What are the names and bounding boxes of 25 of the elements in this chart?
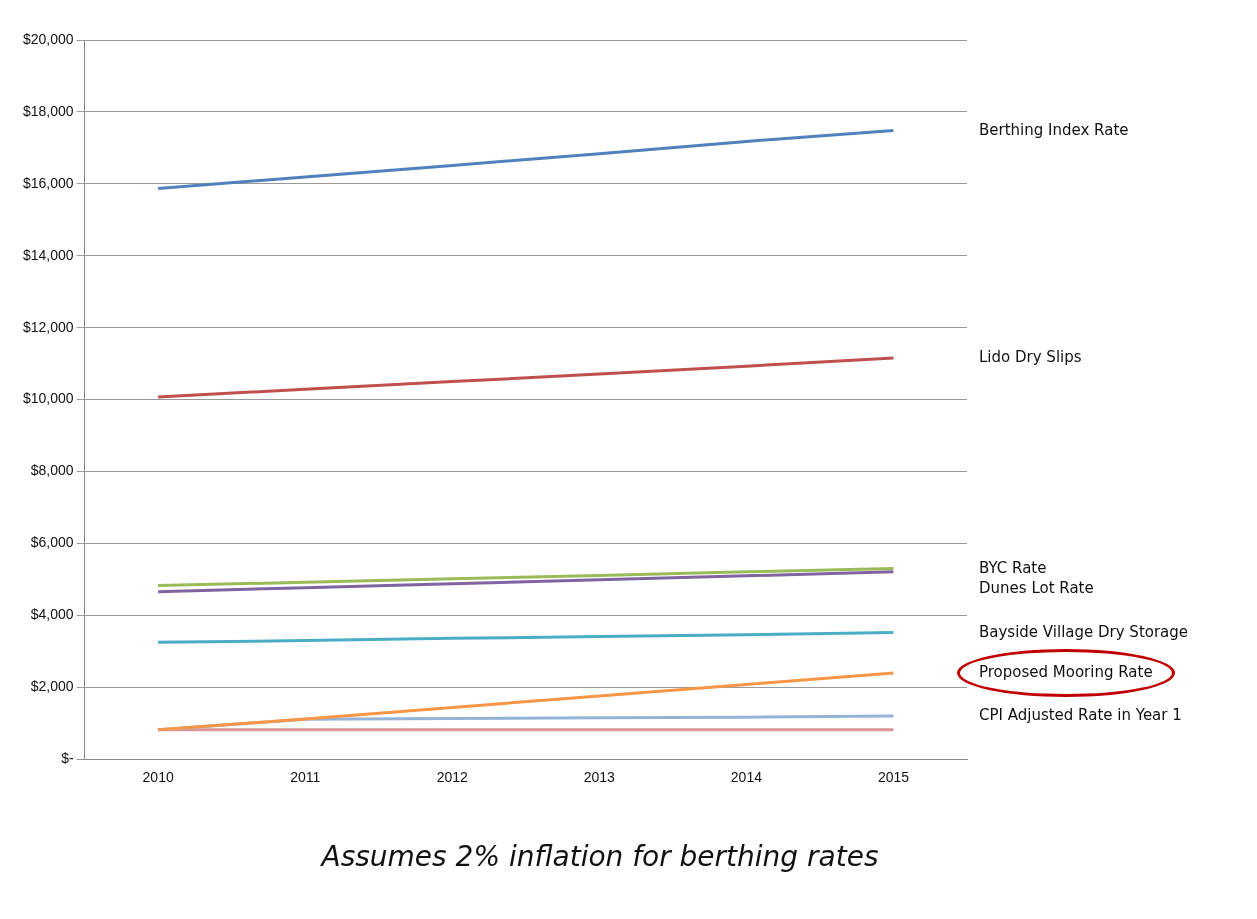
- y-tick-label: $-: [61, 750, 74, 767]
- text: BYC Rate: [979, 558, 1047, 577]
- text: Dunes Lot Rate: [979, 578, 1094, 597]
- y-tick-label: $10,000: [23, 390, 74, 407]
- y-tick-label: $4,000: [30, 606, 74, 623]
- x-tick-label: 2014: [730, 769, 763, 786]
- y-tick-label: $12,000: [23, 318, 74, 335]
- y-tick-label: $16,000: [23, 174, 74, 191]
- y-tick-label: $18,000: [23, 102, 74, 119]
- text: Proposed Mooring Rate: [979, 662, 1153, 681]
- x-tick-label: 2013: [583, 769, 616, 786]
- x-tick-label: 2012: [436, 769, 469, 786]
- x-tick-label: 2010: [142, 769, 174, 786]
- y-tick-label: $6,000: [30, 534, 74, 551]
- x-tick-label: 2015: [877, 769, 910, 786]
- y-tick-label: $2,000: [30, 678, 74, 695]
- y-tick-label: $8,000: [30, 462, 74, 479]
- text: Assumes 2% inflation for berthing rates: [319, 840, 880, 873]
- y-tick-label: $20,000: [23, 30, 74, 47]
- x-tick-label: 2011: [290, 769, 321, 786]
- text: Berthing Index Rate: [979, 120, 1129, 139]
- y-tick-label: $14,000: [23, 246, 74, 263]
- text: Lido Dry Slips: [979, 347, 1082, 366]
- text: CPI Adjusted Rate in Year 1: [979, 705, 1182, 724]
- text: Bayside Village Dry Storage: [979, 622, 1189, 641]
